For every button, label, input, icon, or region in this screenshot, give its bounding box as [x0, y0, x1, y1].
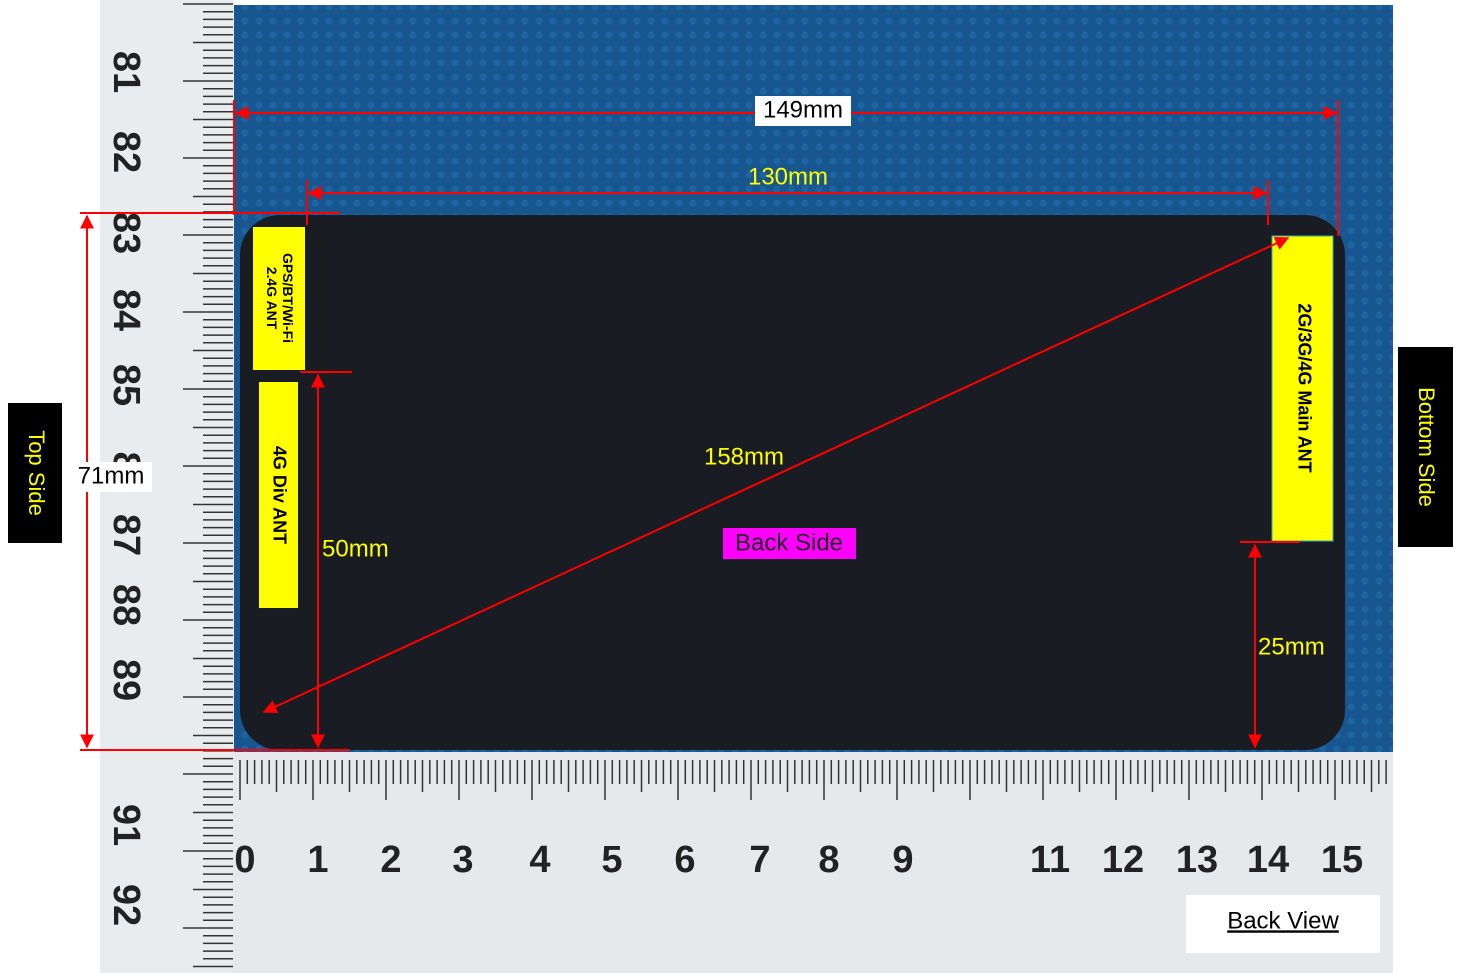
ruler-number: 14 — [1247, 839, 1289, 881]
dimension-label: 158mm — [704, 443, 784, 470]
ruler-number: 81 — [105, 51, 147, 93]
side-box — [1398, 347, 1453, 547]
ruler-number: 7 — [749, 839, 770, 881]
ruler-number: 3 — [452, 839, 473, 881]
view-label: Back Side — [735, 529, 843, 556]
caption-box — [1186, 895, 1380, 953]
antenna-label: 4G Div ANT — [269, 446, 289, 544]
side-box — [8, 403, 62, 543]
ruler-number: 84 — [105, 289, 147, 331]
ruler-number: 13 — [1176, 839, 1218, 881]
ruler-number: 11 — [1030, 839, 1070, 881]
ruler-number: 15 — [1321, 839, 1363, 881]
phone-edge — [300, 215, 1270, 235]
ruler-number: 8 — [818, 839, 839, 881]
antenna-label: 2G/3G/4G Main ANT — [1294, 303, 1314, 472]
label-bg — [70, 462, 152, 492]
dimension-label: 130mm — [748, 163, 828, 190]
ruler-number: 1 — [307, 839, 328, 881]
dimension-label: 50mm — [322, 535, 389, 562]
label-bg — [755, 96, 851, 126]
caption: Back View — [1227, 907, 1339, 934]
ruler-number: 6 — [674, 839, 695, 881]
phone-back — [240, 215, 1345, 750]
ruler-number: 9 — [892, 839, 913, 881]
ruler-number: 4 — [529, 839, 550, 881]
side-label: Bottom Side — [1414, 387, 1439, 507]
ruler-number: 91 — [105, 804, 147, 846]
ruler-number: 5 — [601, 839, 622, 881]
label-bg — [723, 528, 856, 559]
ruler-number: 89 — [105, 659, 147, 701]
ruler-number: 0 — [234, 839, 255, 881]
ruler-ticks: 8182838485887888991920123456789111213141… — [105, 3, 1387, 968]
ruler-number: 85 — [105, 364, 147, 406]
dimension-label: 25mm — [1258, 633, 1325, 660]
antenna-label-line: GPS/BT/Wi-Fi — [280, 253, 296, 343]
ruler-number: 12 — [1102, 839, 1144, 881]
ruler-number: 87 — [105, 514, 147, 556]
ruler-number: 83 — [105, 212, 147, 254]
ruler-number: 82 — [105, 131, 147, 173]
ruler-number: 88 — [105, 584, 147, 626]
antenna-label-line: 2.4G ANT — [264, 267, 280, 330]
dimension-label: 71mm — [78, 462, 145, 489]
dimension-label: 149mm — [763, 96, 843, 123]
ruler-number: 2 — [380, 839, 401, 881]
ruler-number: 92 — [105, 884, 147, 926]
side-label: Top Side — [24, 430, 49, 516]
